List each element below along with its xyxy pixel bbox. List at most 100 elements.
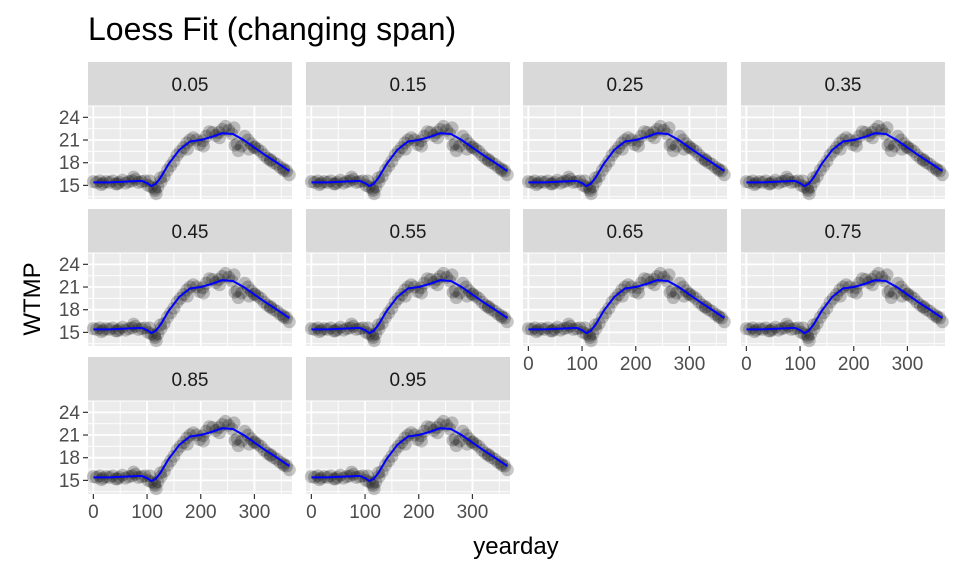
y-tick-label: 18 <box>59 448 80 469</box>
data-point <box>550 173 564 187</box>
data-point <box>111 472 125 486</box>
data-point <box>329 177 343 191</box>
data-point <box>554 323 568 337</box>
data-point <box>349 322 363 336</box>
loess-fit-line <box>93 132 290 188</box>
data-point <box>324 174 338 188</box>
data-point <box>563 319 577 333</box>
data-point <box>768 173 782 187</box>
data-point <box>653 266 667 280</box>
data-point <box>662 121 676 135</box>
data-point <box>796 174 810 188</box>
x-tick-label: 300 <box>457 502 489 523</box>
data-point <box>449 144 463 158</box>
data-point <box>228 138 242 152</box>
data-point <box>160 458 174 472</box>
facet-strip-label: 0.05 <box>172 75 209 96</box>
data-point <box>631 286 645 300</box>
data-point <box>311 321 325 335</box>
data-point <box>448 432 462 446</box>
data-point <box>230 432 244 446</box>
data-point <box>708 160 722 174</box>
data-point <box>541 174 555 188</box>
data-point <box>385 154 399 168</box>
data-point <box>883 284 897 298</box>
data-point <box>762 177 776 191</box>
data-point <box>436 119 450 133</box>
data-point <box>717 315 731 329</box>
data-point <box>157 169 171 183</box>
data-point <box>420 125 434 139</box>
data-point <box>128 172 142 186</box>
data-point <box>801 184 815 198</box>
panel-background <box>306 253 510 346</box>
data-point <box>228 433 242 447</box>
data-point <box>583 184 597 198</box>
panel-background <box>306 106 510 199</box>
data-point <box>304 470 318 484</box>
data-point <box>584 334 598 348</box>
data-point <box>500 463 514 477</box>
data-point <box>448 284 462 298</box>
data-point <box>584 187 598 201</box>
data-point <box>592 316 606 330</box>
data-point <box>712 310 726 324</box>
facet-strip <box>306 209 510 253</box>
data-point <box>602 154 616 168</box>
data-point <box>391 144 405 158</box>
data-point <box>781 319 795 333</box>
data-point <box>746 174 760 188</box>
data-point <box>94 473 108 487</box>
data-point <box>521 322 535 336</box>
data-point <box>563 172 577 186</box>
data-point <box>665 284 679 298</box>
data-point <box>111 177 125 191</box>
data-point <box>346 319 360 333</box>
data-point <box>589 322 603 336</box>
facet-panel-0.35: 0.35 <box>739 62 949 201</box>
data-point <box>361 469 375 483</box>
loess-fit-line <box>528 132 725 188</box>
facet-strip-label: 0.25 <box>607 75 644 96</box>
data-point <box>881 138 895 152</box>
data-point <box>550 320 564 334</box>
data-point <box>930 310 944 324</box>
data-point <box>228 285 242 299</box>
data-point <box>759 321 773 335</box>
x-tick-label: 200 <box>185 502 217 523</box>
data-point <box>670 286 684 300</box>
data-point <box>235 434 249 448</box>
data-point <box>602 301 616 315</box>
data-point <box>801 331 815 345</box>
data-point <box>273 307 287 321</box>
data-point <box>157 316 171 330</box>
data-point <box>445 416 459 430</box>
data-point <box>382 159 396 173</box>
data-point <box>813 310 827 324</box>
data-point <box>86 470 100 484</box>
data-point <box>327 177 341 191</box>
data-point <box>231 291 245 305</box>
chart-title: Loess Fit (changing span) <box>88 11 456 47</box>
data-point <box>500 315 514 329</box>
data-point <box>361 321 375 335</box>
data-point <box>446 138 460 152</box>
data-point <box>231 144 245 158</box>
data-point <box>391 291 405 305</box>
data-point <box>143 174 157 188</box>
data-point <box>449 439 463 453</box>
data-point <box>227 121 241 135</box>
data-point <box>367 334 381 348</box>
data-point <box>173 291 187 305</box>
data-point <box>282 315 296 329</box>
data-point <box>349 470 363 484</box>
data-point <box>712 163 726 177</box>
x-tick-label: 100 <box>784 354 816 375</box>
data-point <box>304 322 318 336</box>
data-point <box>366 331 380 345</box>
data-point <box>378 310 392 324</box>
data-point <box>366 479 380 493</box>
data-point <box>881 285 895 299</box>
data-point <box>453 286 467 300</box>
